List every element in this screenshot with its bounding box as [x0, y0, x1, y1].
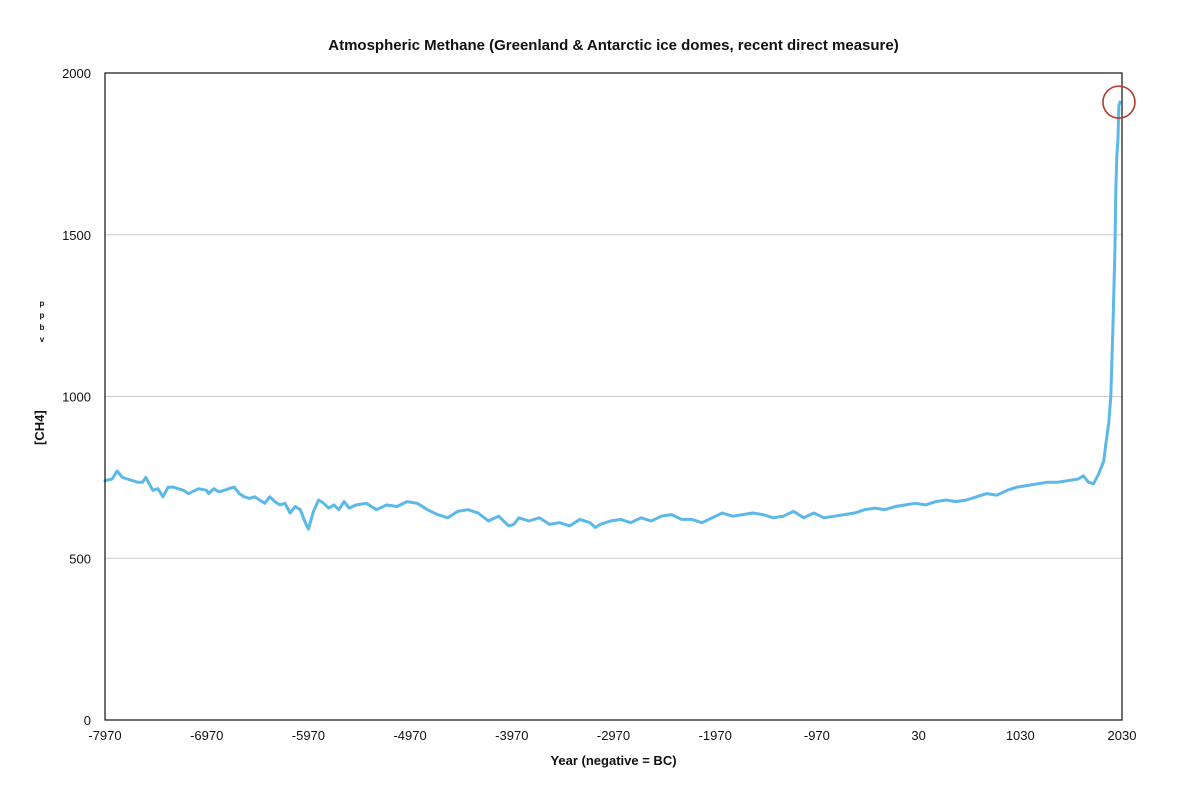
- highlight-circle: [1102, 85, 1136, 119]
- x-tick-label: -4970: [393, 728, 426, 743]
- x-tick-label: 2030: [1108, 728, 1137, 743]
- x-tick-label: -3970: [495, 728, 528, 743]
- axes-layer: [104, 72, 1123, 721]
- chart-title: Atmospheric Methane (Greenland & Antarct…: [328, 37, 899, 54]
- x-tick-label: -2970: [597, 728, 630, 743]
- y-axis-unit-letter: b: [39, 323, 45, 332]
- y-tick-label: 1000: [62, 390, 91, 405]
- x-tick-label: 1030: [1006, 728, 1035, 743]
- x-tick-label: -6970: [190, 728, 223, 743]
- series-line: [103, 100, 1122, 531]
- x-tick-label: -970: [804, 728, 830, 743]
- y-axis-unit-letter: v: [39, 335, 45, 344]
- x-axis-label: Year (negative = BC): [550, 753, 677, 768]
- y-axis-unit-letter: p: [39, 311, 45, 320]
- y-tick-label: 2000: [62, 66, 91, 81]
- x-tick-label: -7970: [88, 728, 121, 743]
- tick-labels: 0 500 1000 1500 2000 -7970 -6970 -5970 -4970 -397…: [62, 66, 1136, 743]
- x-tick-label: 30: [911, 728, 925, 743]
- x-tick-label: -5970: [292, 728, 325, 743]
- x-tick-label: -1970: [699, 728, 732, 743]
- y-tick-label: 500: [69, 551, 91, 566]
- y-tick-label: 1500: [62, 228, 91, 243]
- y-axis-unit-letter: p: [39, 299, 45, 308]
- plot-frame: [104, 72, 1123, 721]
- annotation-layer: [1102, 85, 1136, 119]
- series-layer: [103, 100, 1122, 531]
- y-axis-unit: p p b v: [38, 298, 46, 346]
- grid-lines: [105, 234, 1122, 559]
- y-tick-label: 0: [84, 713, 91, 728]
